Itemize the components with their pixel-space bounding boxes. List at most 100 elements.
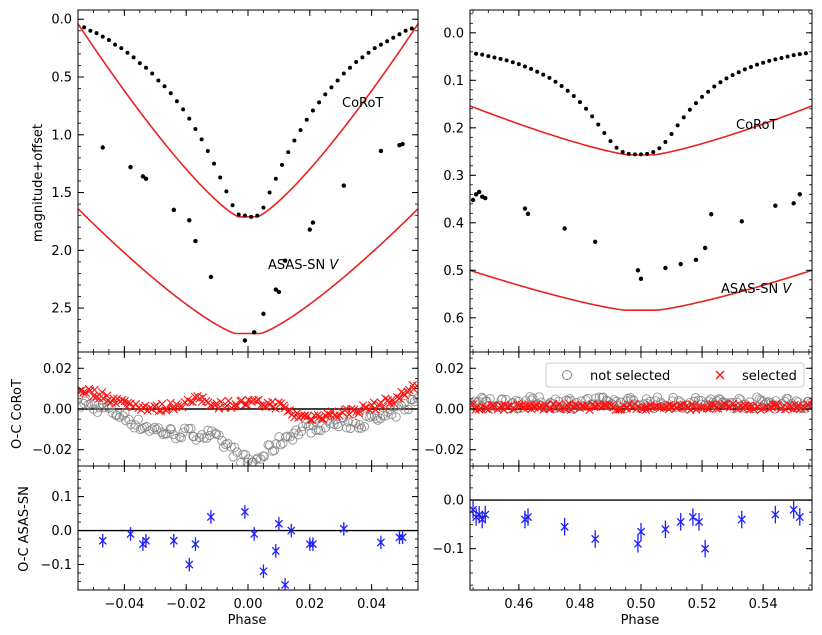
left-bottom-data: [78, 505, 418, 590]
selected-marker: [529, 401, 539, 410]
asas-data-point: [261, 311, 266, 317]
corot-data-point: [675, 123, 680, 128]
asas-oc-point: [191, 537, 200, 551]
corot-data-point: [791, 53, 796, 58]
left-mid-ylabel: O-C CoRoT: [10, 379, 25, 449]
corot-data-point: [174, 99, 179, 104]
left-bottom-ylabel: O-C ASAS-SN: [17, 486, 32, 572]
left-top-ytick-label: 0.5: [51, 71, 72, 86]
corot-data-point: [797, 52, 802, 57]
asas-data-point: [378, 148, 384, 154]
asas-oc-point: [271, 544, 280, 558]
not-selected-marker: [126, 419, 136, 430]
asas-oc-point: [339, 522, 348, 536]
selected-marker: [300, 411, 309, 421]
asas-data-point: [562, 226, 567, 231]
corot-data-point: [748, 65, 753, 69]
not-selected-marker: [205, 430, 215, 441]
not-selected-marker: [137, 423, 147, 434]
asas-curve-label: ASAS-SN V: [268, 258, 339, 273]
left-bottom-xtick-label: 0.00: [234, 597, 263, 612]
asas-oc-point: [694, 513, 704, 531]
selected-marker: [261, 402, 270, 411]
corot-data-point: [565, 88, 570, 93]
selected-marker: [378, 402, 388, 412]
corot-data-point: [755, 62, 760, 67]
selected-marker: [671, 403, 681, 413]
asas-oc-point: [395, 530, 404, 545]
not-selected-marker: [124, 414, 134, 425]
not-selected-marker: [112, 411, 122, 421]
corot-data-point: [366, 50, 371, 55]
selected-marker: [207, 402, 217, 411]
not-selected-marker: [271, 439, 281, 449]
not-selected-marker: [387, 409, 397, 420]
selected-marker: [640, 403, 649, 412]
corot-data-point: [162, 84, 167, 89]
selected-marker: [347, 404, 356, 414]
not-selected-marker: [197, 429, 207, 440]
not-selected-marker: [232, 447, 242, 457]
selected-marker: [687, 400, 697, 409]
right-top-panel: CoRoT ASAS-SN V 0.0 0.1 0.2 0.3 0.4 0.5 0.6: [443, 9, 813, 353]
corot-data-point: [681, 115, 686, 120]
corot-data-point: [602, 131, 607, 136]
not-selected-marker: [214, 430, 224, 440]
asas-oc-point: [633, 535, 643, 553]
selected-marker: [392, 392, 402, 402]
right-bottom-xtick-label: 0.46: [504, 597, 533, 612]
corot-data-point: [547, 75, 552, 80]
not-selected-marker: [171, 433, 181, 444]
corot-data-point: [150, 71, 155, 76]
asas-oc-point: [661, 520, 670, 538]
asas-data-point: [592, 239, 598, 244]
selected-marker: [804, 400, 812, 410]
right-bottom-panel: 0.46 0.48 0.50 0.52 0.54 −0.1 0.0: [432, 465, 813, 612]
not-selected-marker: [341, 423, 352, 433]
not-selected-marker: [301, 418, 311, 429]
selected-marker: [354, 409, 364, 418]
not-selected-marker: [98, 403, 108, 413]
corot-data-point: [803, 51, 808, 56]
corot-data-point: [632, 152, 637, 157]
not-selected-marker: [329, 419, 339, 429]
not-selected-marker: [296, 426, 307, 436]
asas-data-point: [187, 218, 192, 223]
selected-marker: [113, 394, 122, 403]
corot-data-point: [310, 108, 315, 113]
corot-data-point: [199, 137, 204, 142]
selected-marker: [630, 399, 639, 409]
asas-data-point: [143, 176, 149, 181]
selected-marker: [482, 404, 491, 414]
legend-selected-marker: [715, 370, 725, 380]
asas-data-point: [483, 195, 488, 201]
not-selected-marker: [256, 454, 266, 464]
corot-data-point: [596, 122, 601, 127]
not-selected-marker: [568, 404, 579, 414]
selected-marker: [497, 401, 506, 411]
asas-data-point: [522, 206, 528, 211]
selected-marker: [161, 406, 171, 415]
not-selected-marker: [371, 413, 381, 424]
right-bottom-xtick-label: 0.50: [627, 597, 656, 612]
asas-oc-point: [308, 537, 317, 551]
not-selected-marker: [550, 394, 561, 404]
corot-data-point: [113, 42, 118, 47]
corot-data-point: [131, 55, 136, 60]
not-selected-marker: [316, 425, 326, 436]
selected-marker: [256, 401, 265, 410]
asas-oc-point: [240, 505, 249, 519]
not-selected-marker: [79, 399, 89, 409]
selected-marker: [659, 403, 668, 412]
corot-data-point: [230, 203, 235, 208]
left-bottom-ytick-label: 0.0: [51, 524, 72, 539]
corot-data-point: [669, 131, 674, 136]
not-selected-marker: [791, 396, 802, 406]
corot-data-point: [559, 84, 564, 88]
corot-data-point: [403, 28, 408, 33]
asas-data-point: [242, 338, 248, 343]
selected-marker: [760, 403, 769, 412]
right-mid-ytick-label: 0.02: [435, 362, 464, 377]
not-selected-marker: [135, 424, 145, 435]
